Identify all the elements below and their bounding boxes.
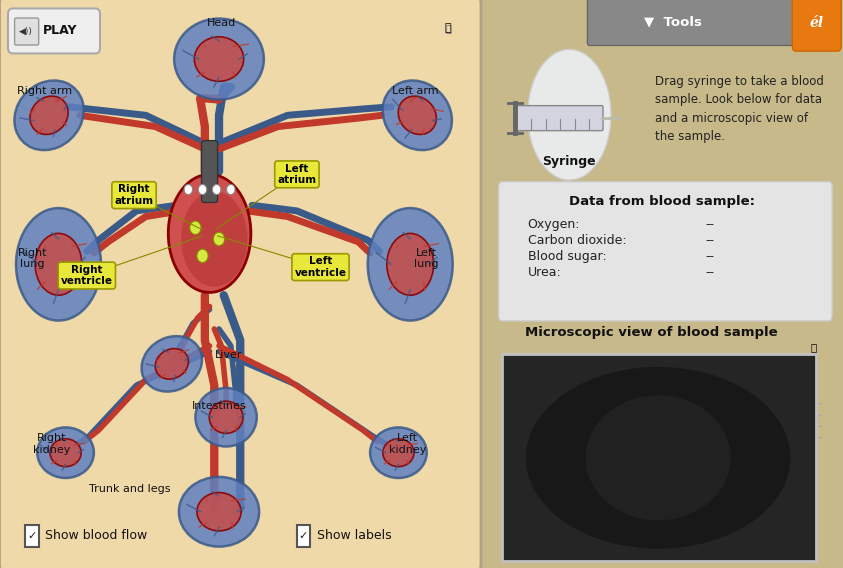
FancyBboxPatch shape (297, 525, 310, 546)
FancyBboxPatch shape (8, 9, 100, 53)
Text: 📷: 📷 (444, 23, 451, 33)
FancyBboxPatch shape (514, 106, 603, 131)
Text: ◀)): ◀)) (19, 27, 34, 35)
Circle shape (528, 49, 611, 180)
Ellipse shape (197, 492, 241, 531)
FancyBboxPatch shape (588, 0, 840, 45)
Text: Show blood flow: Show blood flow (46, 529, 148, 542)
Text: Left
lung: Left lung (415, 248, 439, 269)
Ellipse shape (383, 438, 414, 467)
FancyBboxPatch shape (502, 354, 816, 561)
Text: Oxygen:: Oxygen: (528, 218, 580, 231)
Ellipse shape (37, 427, 94, 478)
Text: Right
lung: Right lung (18, 248, 47, 269)
Ellipse shape (209, 401, 243, 433)
Text: --: -- (706, 250, 714, 262)
Text: Urea:: Urea: (528, 266, 561, 278)
Circle shape (184, 185, 192, 195)
Text: él: él (809, 16, 824, 30)
Text: Left
ventricle: Left ventricle (294, 256, 346, 278)
Text: --: -- (706, 234, 714, 247)
Ellipse shape (195, 37, 244, 81)
Ellipse shape (370, 427, 427, 478)
Text: Right arm: Right arm (17, 86, 72, 96)
Text: --: -- (706, 266, 714, 278)
Ellipse shape (50, 438, 81, 467)
Text: --: -- (706, 218, 714, 231)
Ellipse shape (398, 96, 437, 135)
Text: ✓: ✓ (27, 531, 37, 541)
Text: ✓: ✓ (298, 531, 309, 541)
FancyBboxPatch shape (201, 141, 217, 202)
FancyBboxPatch shape (499, 182, 832, 321)
Ellipse shape (16, 208, 101, 320)
Ellipse shape (586, 395, 731, 520)
Circle shape (212, 185, 221, 195)
Text: Data from blood sample:: Data from blood sample: (569, 195, 754, 208)
Ellipse shape (387, 233, 433, 295)
Text: ▼  Tools: ▼ Tools (644, 15, 701, 28)
Ellipse shape (368, 208, 453, 320)
Text: Left
atrium: Left atrium (277, 164, 316, 185)
Ellipse shape (179, 477, 259, 546)
Ellipse shape (196, 388, 257, 446)
Circle shape (227, 185, 235, 195)
Text: Microscopic view of blood sample: Microscopic view of blood sample (524, 326, 777, 339)
Ellipse shape (181, 191, 247, 287)
Text: Drag syringe to take a blood
sample. Look below for data
and a microscopic view : Drag syringe to take a blood sample. Loo… (654, 75, 824, 143)
Text: Left
kidney: Left kidney (389, 433, 427, 455)
FancyBboxPatch shape (25, 525, 39, 546)
Ellipse shape (175, 19, 264, 99)
Ellipse shape (526, 367, 791, 549)
Ellipse shape (383, 81, 452, 150)
FancyBboxPatch shape (14, 18, 39, 45)
Text: ⬛: ⬛ (445, 23, 451, 33)
Text: Carbon dioxide:: Carbon dioxide: (528, 234, 626, 247)
Text: Intestines: Intestines (191, 401, 246, 411)
Text: Trunk and legs: Trunk and legs (89, 485, 170, 494)
Ellipse shape (142, 336, 202, 391)
Text: Blood sugar:: Blood sugar: (528, 250, 606, 262)
Ellipse shape (155, 349, 189, 379)
Ellipse shape (35, 233, 82, 295)
Ellipse shape (169, 174, 251, 293)
Circle shape (213, 232, 225, 246)
Text: Left arm: Left arm (392, 86, 438, 96)
Circle shape (198, 185, 207, 195)
Text: Liver: Liver (215, 350, 242, 361)
Text: Right
ventricle: Right ventricle (61, 265, 113, 286)
Ellipse shape (30, 96, 68, 135)
Text: Right
atrium: Right atrium (115, 185, 153, 206)
Text: PLAY: PLAY (43, 24, 78, 37)
Text: 📷: 📷 (811, 343, 817, 353)
Circle shape (190, 221, 201, 235)
Text: Show labels: Show labels (317, 529, 391, 542)
Circle shape (196, 249, 208, 262)
Ellipse shape (14, 81, 83, 150)
Text: Syringe: Syringe (543, 156, 596, 168)
Text: Right
kidney: Right kidney (33, 433, 70, 455)
FancyBboxPatch shape (0, 0, 481, 568)
FancyBboxPatch shape (792, 0, 841, 51)
Text: Head: Head (207, 18, 236, 27)
